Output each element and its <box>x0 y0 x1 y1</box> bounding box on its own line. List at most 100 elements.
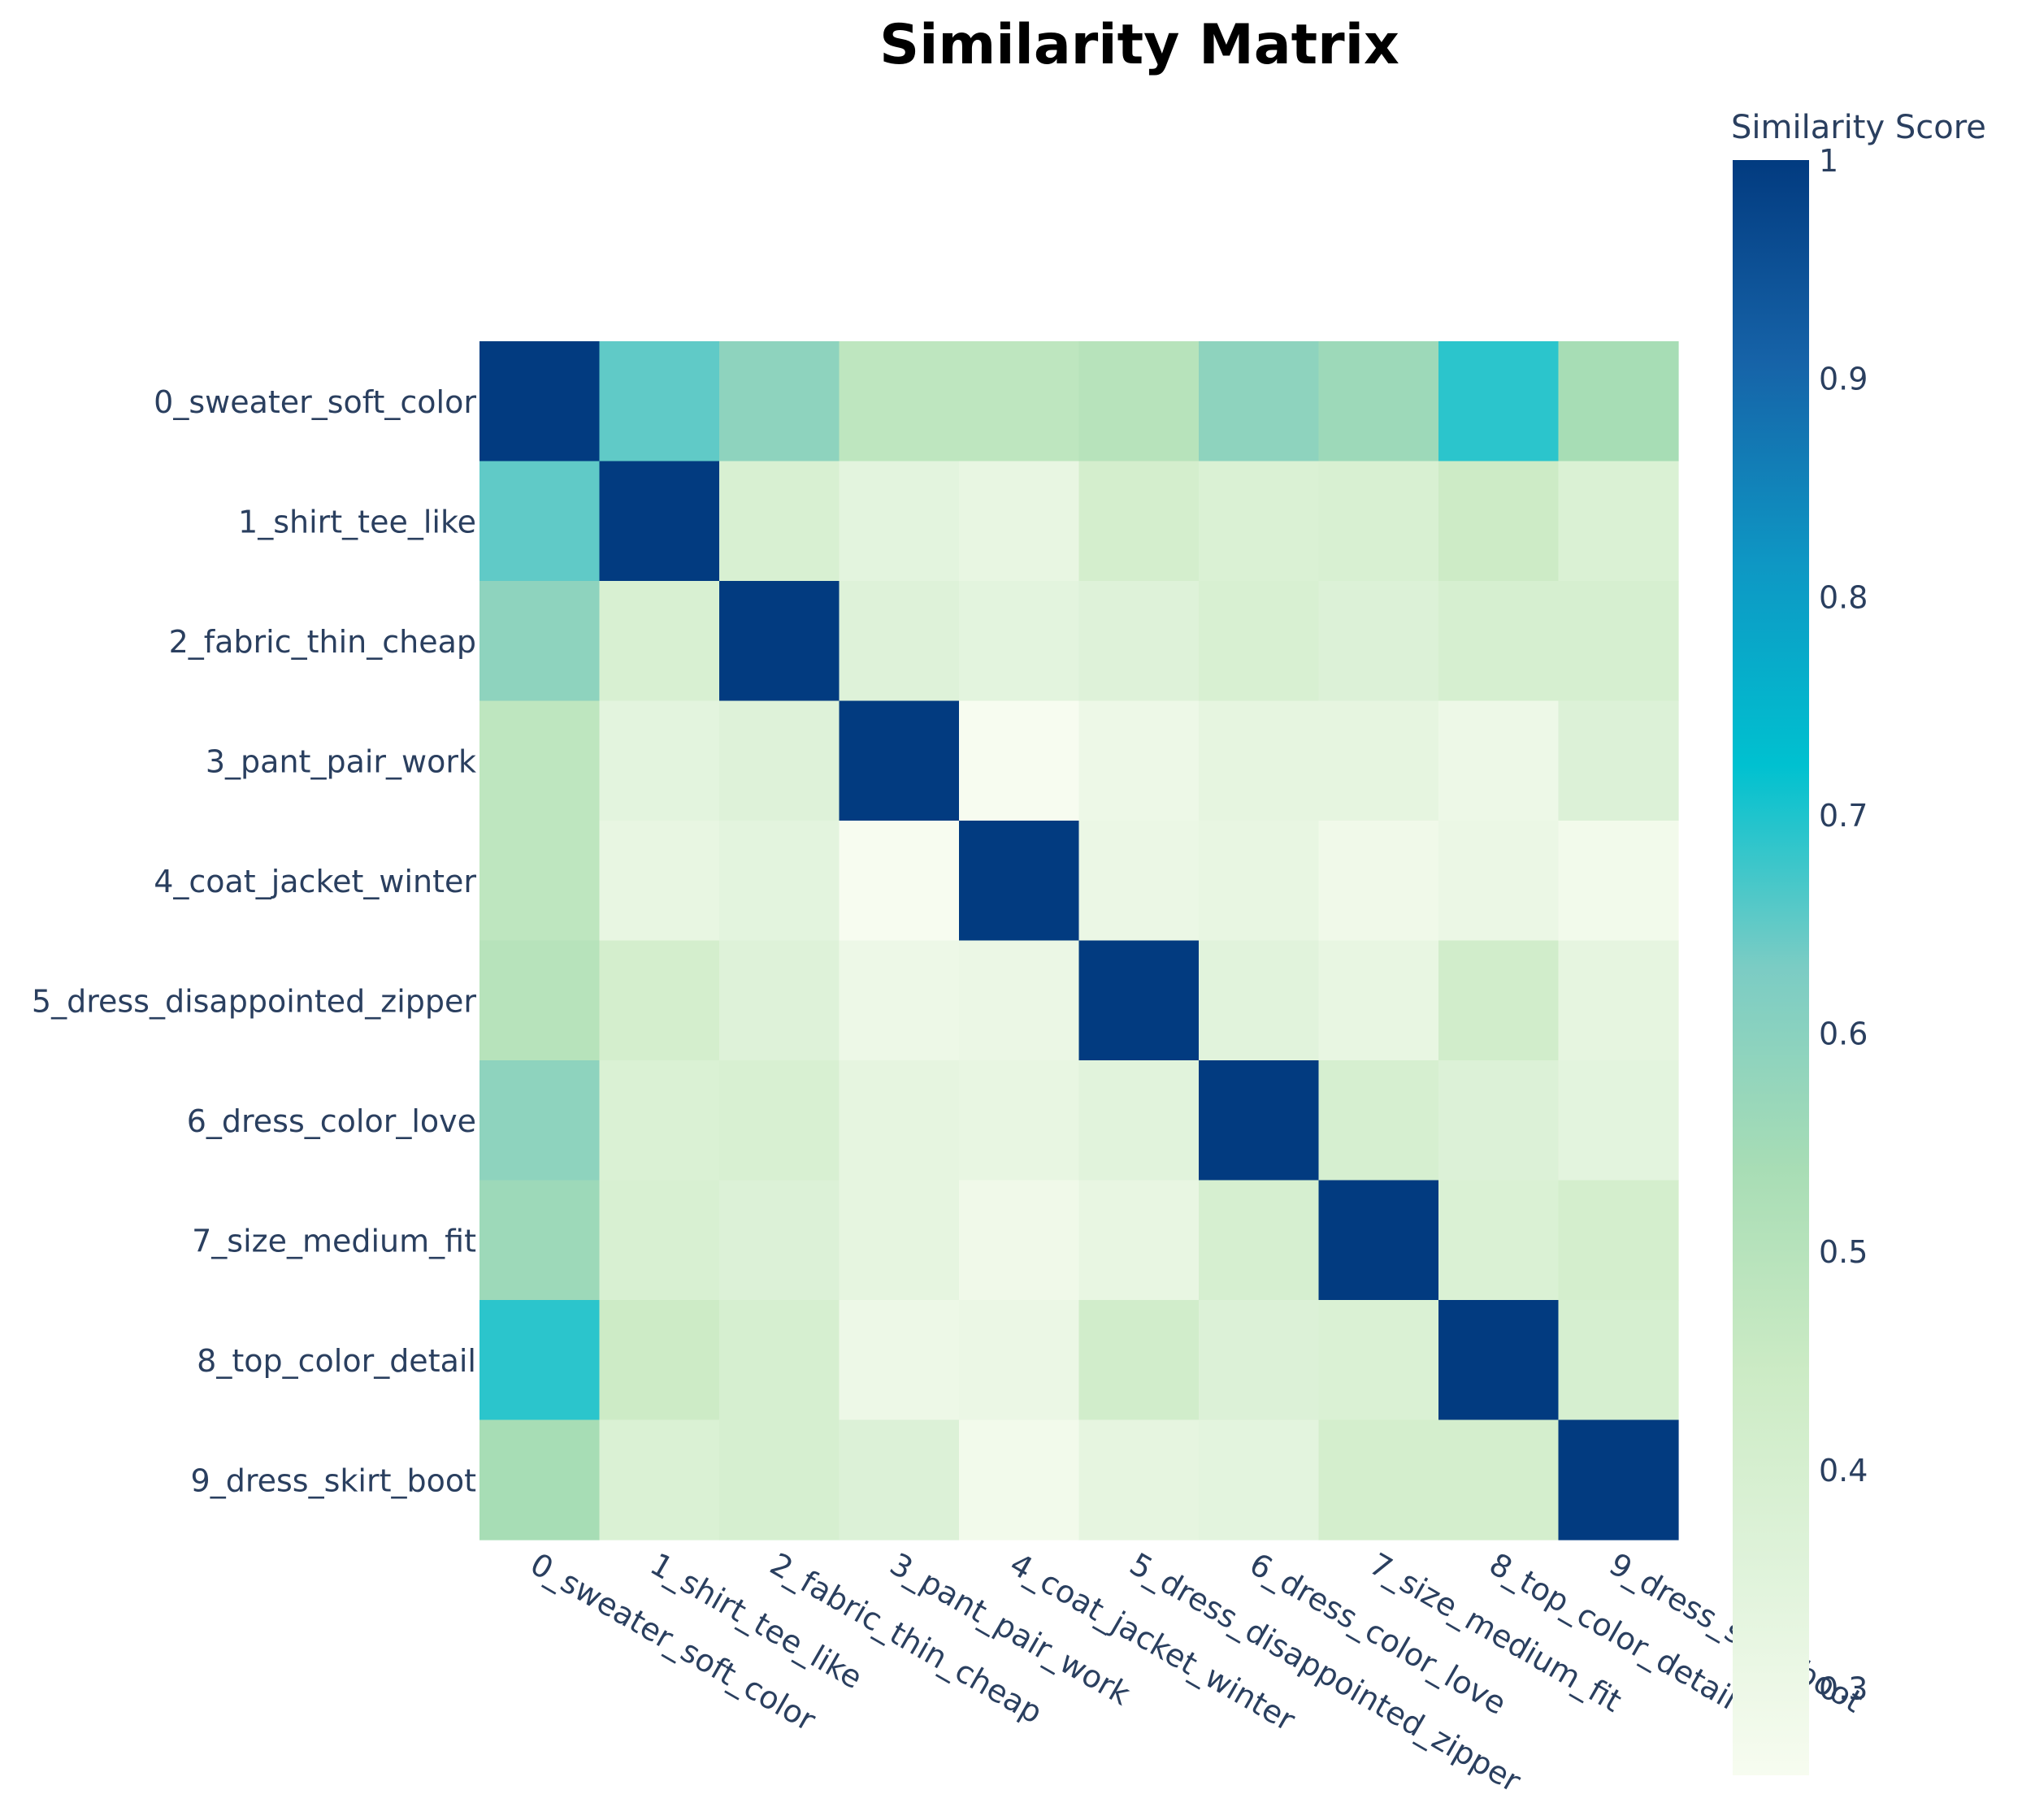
heatmap-cell-9-4 <box>959 1419 1080 1540</box>
heatmap-cell-2-5 <box>1078 581 1200 702</box>
y-axis-tick-labels: 0_sweater_soft_color 1_shirt_tee_like 2_fa… <box>32 384 476 1499</box>
colorbar-title: Similarity Score <box>1731 109 1986 146</box>
heatmap-cell-8-6 <box>1199 1300 1320 1421</box>
heatmap-cell-6-2 <box>719 1060 840 1181</box>
heatmap-cell-1-2 <box>719 461 840 582</box>
heatmap-cell-5-3 <box>839 940 960 1061</box>
heatmap-cell-8-8 <box>1438 1300 1560 1421</box>
heatmap-cell-5-2 <box>719 940 840 1061</box>
heatmap-cell-0-5 <box>1078 341 1200 462</box>
heatmap-cell-2-3 <box>839 581 960 702</box>
heatmap-cell-9-9 <box>1558 1419 1679 1540</box>
heatmap-cell-4-7 <box>1318 821 1439 942</box>
heatmap-cell-8-4 <box>959 1300 1080 1421</box>
colorbar-tick-label: 0.7 <box>1819 798 1868 834</box>
heatmap-cell-3-0 <box>479 700 601 821</box>
heatmap-cell-4-1 <box>599 821 720 942</box>
colorbar-tick-label: 0.6 <box>1819 1016 1868 1052</box>
heatmap-cell-3-6 <box>1199 700 1320 821</box>
x-axis-tick-labels: 0_sweater_soft_color1_shirt_tee_like2_fa… <box>524 1546 1868 1800</box>
heatmap-cell-0-8 <box>1438 341 1560 462</box>
heatmap-cell-9-8 <box>1438 1419 1560 1540</box>
colorbar-tick-labels: 1 0.9 0.8 0.7 0.6 0.5 0.4 0.3 <box>1819 143 1868 1707</box>
heatmap-cell-8-5 <box>1078 1300 1200 1421</box>
heatmap-cell-1-9 <box>1558 461 1679 582</box>
heatmap-cell-1-8 <box>1438 461 1560 582</box>
heatmap-cell-2-2 <box>719 581 840 702</box>
heatmap-cell-3-1 <box>599 700 720 821</box>
heatmap-cell-4-8 <box>1438 821 1560 942</box>
colorbar-gradient <box>1733 160 1809 1775</box>
heatmap-cell-0-0 <box>479 341 601 462</box>
heatmap-cell-9-6 <box>1199 1419 1320 1540</box>
colorbar-tick-label: 0.5 <box>1819 1234 1868 1270</box>
heatmap-cell-0-6 <box>1199 341 1320 462</box>
heatmap-cell-3-7 <box>1318 700 1439 821</box>
heatmap-cell-2-0 <box>479 581 601 702</box>
heatmap-cell-3-4 <box>959 700 1080 821</box>
heatmap-cell-9-2 <box>719 1419 840 1540</box>
heatmap-cell-5-9 <box>1558 940 1679 1061</box>
heatmap-cell-6-4 <box>959 1060 1080 1181</box>
heatmap-cell-1-0 <box>479 461 601 582</box>
heatmap-cell-0-3 <box>839 341 960 462</box>
heatmap-cell-1-3 <box>839 461 960 582</box>
heatmap-cell-0-7 <box>1318 341 1439 462</box>
heatmap-cell-8-9 <box>1558 1300 1679 1421</box>
heatmap-cell-1-6 <box>1199 461 1320 582</box>
heatmap-cell-6-1 <box>599 1060 720 1181</box>
heatmap-cell-4-3 <box>839 821 960 942</box>
heatmap-cell-9-0 <box>479 1419 601 1540</box>
heatmap-cell-2-1 <box>599 581 720 702</box>
heatmap-cell-8-2 <box>719 1300 840 1421</box>
heatmap-cell-8-0 <box>479 1300 601 1421</box>
y-tick-label: 6_dress_color_love <box>187 1103 476 1139</box>
heatmap-cell-8-3 <box>839 1300 960 1421</box>
colorbar-tick-label: 0.9 <box>1819 362 1868 397</box>
heatmap-cell-9-1 <box>599 1419 720 1540</box>
heatmap-cell-4-0 <box>479 821 601 942</box>
colorbar-tick-label: 0.4 <box>1819 1453 1868 1488</box>
y-tick-label: 7_size_medium_fit <box>192 1223 476 1259</box>
heatmap-cell-5-0 <box>479 940 601 1061</box>
heatmap-cell-4-9 <box>1558 821 1679 942</box>
heatmap-cell-6-9 <box>1558 1060 1679 1181</box>
heatmap-cell-2-8 <box>1438 581 1560 702</box>
heatmap-cell-7-1 <box>599 1180 720 1301</box>
heatmap-cell-9-5 <box>1078 1419 1200 1540</box>
heatmap-cell-2-6 <box>1199 581 1320 702</box>
colorbar-tick-label: 0.3 <box>1819 1671 1868 1707</box>
heatmap-cell-8-1 <box>599 1300 720 1421</box>
heatmap-cell-1-5 <box>1078 461 1200 582</box>
heatmap-cell-5-1 <box>599 940 720 1061</box>
heatmap-cell-3-3 <box>839 700 960 821</box>
heatmap-cell-6-5 <box>1078 1060 1200 1181</box>
heatmap-cell-7-9 <box>1558 1180 1679 1301</box>
y-tick-label: 9_dress_skirt_boot <box>191 1462 476 1498</box>
heatmap-cell-8-7 <box>1318 1300 1439 1421</box>
heatmap-cell-1-4 <box>959 461 1080 582</box>
heatmap-cell-6-3 <box>839 1060 960 1181</box>
heatmap-cell-0-2 <box>719 341 840 462</box>
heatmap-cell-0-9 <box>1558 341 1679 462</box>
heatmap-cell-6-7 <box>1318 1060 1439 1181</box>
y-tick-label: 3_pant_pair_work <box>206 743 476 779</box>
heatmap-cell-3-8 <box>1438 700 1560 821</box>
heatmap-cell-6-8 <box>1438 1060 1560 1181</box>
heatmap-cell-0-1 <box>599 341 720 462</box>
heatmap-cell-7-3 <box>839 1180 960 1301</box>
heatmap-cell-5-5 <box>1078 940 1200 1061</box>
heatmap-cell-7-2 <box>719 1180 840 1301</box>
heatmap-cell-2-9 <box>1558 581 1679 702</box>
heatmap-cell-3-9 <box>1558 700 1679 821</box>
heatmap-cell-7-4 <box>959 1180 1080 1301</box>
heatmap-cell-7-5 <box>1078 1180 1200 1301</box>
chart-title: Similarity Matrix <box>879 13 1399 77</box>
heatmap-cell-0-4 <box>959 341 1080 462</box>
colorbar: Similarity Score 1 0.9 0.8 0.7 0.6 0.5 0.4 0.3 <box>1731 109 1986 1775</box>
heatmap-cell-4-5 <box>1078 821 1200 942</box>
heatmap-cell-5-8 <box>1438 940 1560 1061</box>
heatmap-cells <box>479 341 1679 1540</box>
heatmap-cell-3-2 <box>719 700 840 821</box>
